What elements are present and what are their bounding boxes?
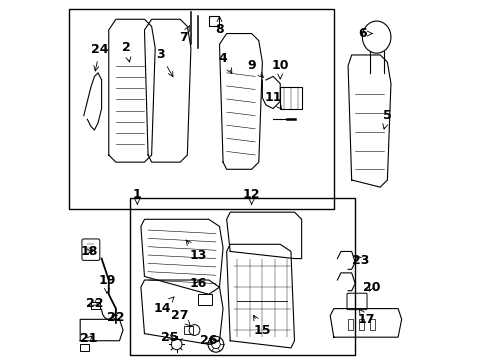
Bar — [91, 302, 100, 309]
Text: 7: 7 — [179, 25, 189, 44]
Text: 13: 13 — [186, 240, 206, 261]
Bar — [69, 9, 333, 208]
Bar — [80, 344, 89, 351]
Text: 14: 14 — [153, 297, 174, 315]
Text: 22: 22 — [107, 311, 124, 324]
Text: 20: 20 — [362, 281, 379, 294]
Text: 24: 24 — [91, 43, 108, 71]
Text: 2: 2 — [122, 41, 131, 62]
Text: 5: 5 — [382, 109, 391, 129]
Text: 4: 4 — [218, 52, 231, 73]
Text: 11: 11 — [264, 91, 281, 109]
Text: 16: 16 — [189, 277, 206, 290]
Text: 10: 10 — [271, 59, 288, 79]
Text: 17: 17 — [356, 309, 374, 326]
Text: 25: 25 — [161, 331, 178, 344]
Text: 21: 21 — [80, 333, 98, 346]
Text: 22: 22 — [85, 297, 103, 310]
Bar — [358, 319, 364, 330]
Text: 1: 1 — [133, 188, 142, 204]
Text: 26: 26 — [200, 334, 217, 347]
Bar — [208, 16, 219, 26]
Bar — [198, 294, 212, 305]
Text: 6: 6 — [357, 27, 372, 40]
Bar — [183, 327, 192, 334]
Bar — [130, 198, 354, 355]
Text: 19: 19 — [98, 274, 116, 293]
Text: 9: 9 — [247, 59, 263, 77]
Text: 27: 27 — [171, 309, 190, 326]
Text: 15: 15 — [253, 315, 270, 337]
Text: 3: 3 — [156, 49, 173, 77]
Bar — [347, 319, 353, 330]
Text: 8: 8 — [215, 17, 224, 36]
Text: 18: 18 — [80, 245, 98, 258]
Bar — [369, 319, 374, 330]
Text: 12: 12 — [243, 188, 260, 204]
Text: 23: 23 — [351, 254, 368, 267]
Bar — [280, 87, 301, 109]
